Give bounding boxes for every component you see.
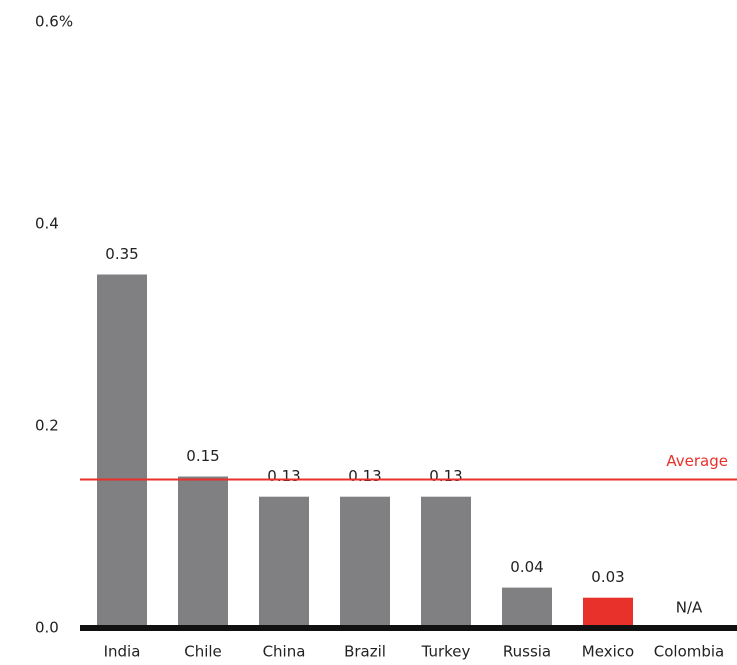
value-label: 0.03 [591,568,624,586]
bar [97,274,147,628]
y-tick-label: 0.6% [35,13,73,31]
x-tick-label: Chile [184,643,222,661]
value-label: 0.13 [267,467,300,485]
x-tick-label: Brazil [344,643,386,661]
value-label: 0.13 [429,467,462,485]
x-tick-label: Russia [503,643,551,661]
x-tick-label: Colombia [654,643,725,661]
bar [583,597,633,628]
value-label: 0.15 [186,447,219,465]
y-tick-label: 0.4 [35,215,59,233]
average-label: Average [666,452,728,470]
x-tick-label: India [104,643,141,661]
bar [421,496,471,628]
bar [340,496,390,628]
value-label: 0.35 [105,245,138,263]
x-tick-label: Mexico [582,643,634,661]
y-tick-label: 0.2 [35,417,59,435]
bar [259,496,309,628]
x-tick-label: China [263,643,306,661]
value-label: 0.13 [348,467,381,485]
bar [502,587,552,628]
x-tick-label: Turkey [421,643,471,661]
value-label: 0.04 [510,558,543,576]
y-tick-label: 0.0 [35,619,59,637]
bar [178,476,228,628]
value-label: N/A [676,599,703,617]
